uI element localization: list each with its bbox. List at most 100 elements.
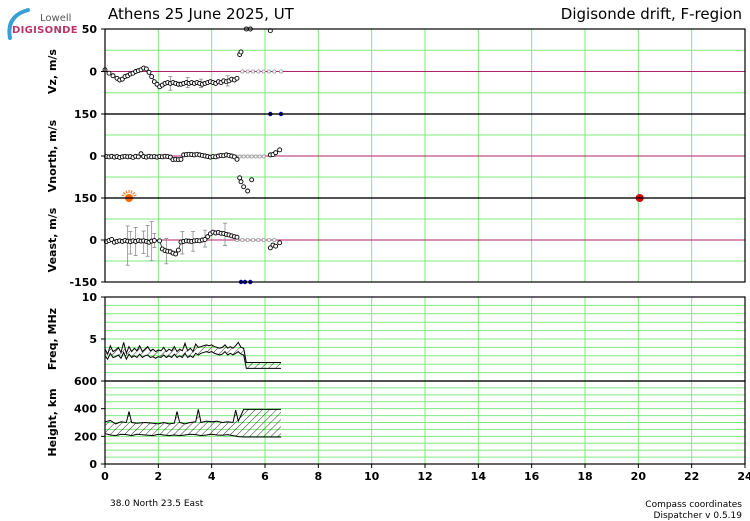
velocity-point [175, 247, 181, 253]
logo-lowell-text: Lowell [40, 13, 72, 24]
velocity-point [202, 236, 208, 242]
chart-title: Athens 25 June 2025, UT [108, 5, 294, 23]
y-tick-label: 50 [82, 23, 98, 36]
velocity-point [234, 75, 240, 81]
digisonde-logo-icon [7, 8, 30, 40]
logo-digisonde-text: DIGISONDE [12, 25, 78, 36]
interpolated-point [240, 237, 245, 242]
interpolated-point [272, 69, 277, 74]
velocity-point [135, 154, 141, 160]
x-tick-label: 0 [101, 470, 109, 483]
sunrise-ray [130, 190, 133, 194]
velocity-point [241, 184, 247, 190]
x-tick-label: 22 [684, 470, 699, 483]
x-tick-label: 18 [577, 470, 592, 483]
interpolated-point [261, 154, 266, 159]
velocity-point [109, 236, 115, 242]
y-tick-label: 150 [74, 192, 97, 205]
y-axis-label: Freq, MHz [46, 308, 59, 370]
interpolated-point [237, 154, 242, 159]
y-axis-label: Vnorth, m/s [46, 119, 59, 192]
x-tick-label: 16 [524, 470, 540, 483]
band-lower-line [104, 433, 281, 438]
velocity-point [151, 238, 157, 244]
interpolated-point [257, 154, 262, 159]
y-tick-label: 10 [82, 291, 98, 304]
y-tick-label: 400 [74, 403, 97, 416]
interpolated-point [245, 69, 250, 74]
velocity-point [234, 234, 240, 240]
velocity-point [138, 151, 144, 157]
velocity-point [149, 74, 155, 80]
sunrise-ray [133, 194, 137, 197]
band-upper-line [104, 341, 281, 364]
y-axis-label: Vz, m/s [46, 49, 59, 94]
x-tick-label: 2 [155, 470, 163, 483]
interpolated-point [245, 154, 250, 159]
compass-note: Compass coordinates [645, 500, 742, 510]
y-tick-label: 150 [74, 108, 97, 121]
x-tick-label: 6 [261, 470, 269, 483]
x-tick-label: 24 [737, 470, 750, 483]
x-tick-label: 20 [631, 470, 647, 483]
interpolated-point [250, 69, 255, 74]
station-location: 38.0 North 23.5 East [110, 499, 204, 509]
y-axis-label: Height, km [46, 388, 59, 456]
x-tick-label: 10 [364, 470, 380, 483]
velocity-point [173, 251, 179, 257]
x-tick-label: 8 [315, 470, 323, 483]
velocity-point [238, 49, 244, 55]
interpolated-point [245, 237, 250, 242]
chart-subtitle: Digisonde drift, F-region [560, 5, 742, 23]
velocity-point [245, 188, 251, 194]
velocity-point [273, 150, 279, 156]
y-tick-label: 0 [89, 458, 97, 471]
velocity-point [238, 179, 244, 185]
dispatcher-version: Dispatcher v 0.5.19 [653, 511, 742, 521]
interpolated-point [266, 237, 271, 242]
interpolated-point [241, 154, 246, 159]
interpolated-point [261, 237, 266, 242]
y-tick-label: 0 [89, 150, 97, 163]
velocity-point [205, 234, 211, 240]
band-upper-line [104, 408, 281, 425]
velocity-point [157, 238, 163, 244]
interpolated-point [278, 69, 283, 74]
interpolated-point [249, 154, 254, 159]
interpolated-point [266, 69, 271, 74]
velocity-point [178, 156, 184, 162]
velocity-point [234, 156, 240, 162]
y-tick-label: 600 [74, 375, 97, 388]
y-tick-label: 5 [89, 333, 97, 346]
velocity-point [106, 70, 112, 76]
velocity-point [143, 66, 149, 72]
band-fill [105, 409, 281, 438]
sunrise-ray [121, 194, 125, 197]
velocity-point [277, 147, 283, 153]
x-tick-label: 14 [471, 470, 487, 483]
y-tick-label: 200 [74, 430, 97, 443]
y-axis-label: Veast, m/s [46, 207, 59, 272]
band-lower-line [104, 350, 281, 369]
velocity-point [110, 73, 116, 79]
velocity-point [267, 245, 273, 251]
velocity-point [273, 243, 279, 249]
interpolated-point [240, 69, 245, 74]
interpolated-point [261, 69, 266, 74]
y-tick-label: -150 [69, 276, 97, 289]
interpolated-point [250, 237, 255, 242]
velocity-point [237, 175, 243, 181]
x-tick-label: 12 [417, 470, 432, 483]
sunrise-ray [132, 191, 136, 195]
interpolated-point [256, 237, 261, 242]
velocity-point [249, 177, 255, 183]
interpolated-point [256, 69, 261, 74]
y-tick-label: 0 [89, 234, 97, 247]
interpolated-point [272, 237, 277, 242]
interpolated-point [253, 154, 258, 159]
x-tick-label: 4 [208, 470, 216, 483]
sunrise-ray [125, 190, 128, 194]
sunrise-ray [122, 191, 126, 195]
y-tick-label: 0 [89, 66, 97, 79]
